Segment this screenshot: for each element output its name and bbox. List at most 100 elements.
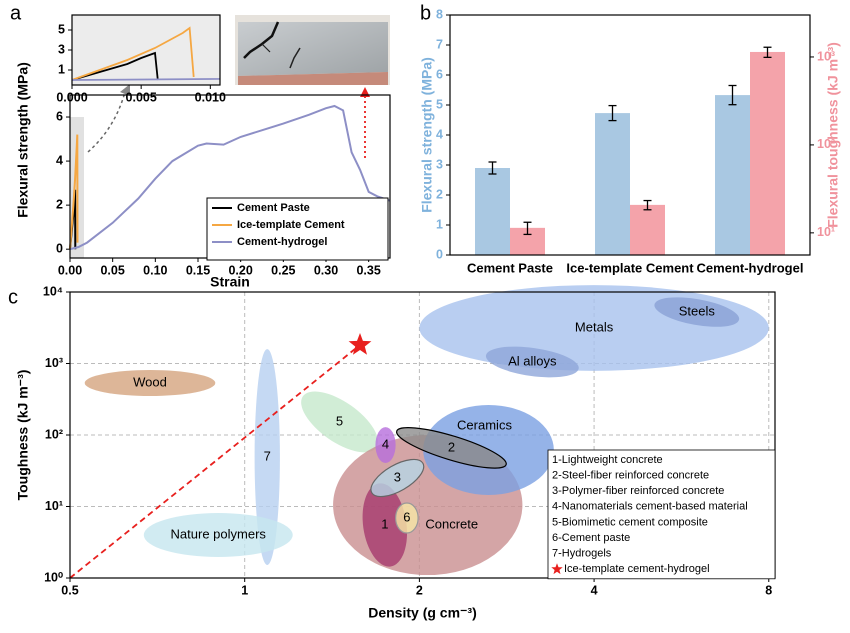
legend-label: 1-Lightweight concrete bbox=[552, 454, 663, 466]
y-axis-label: Flexural toughness (kJ m⁻³) bbox=[825, 42, 841, 228]
axes-frame bbox=[69, 291, 776, 579]
inset-line-series bbox=[72, 51, 159, 81]
x-tick-label: 0.35 bbox=[356, 263, 380, 277]
region-label: Al alloys bbox=[508, 353, 557, 368]
region bbox=[654, 297, 740, 327]
region bbox=[370, 458, 425, 498]
bar bbox=[630, 204, 665, 255]
panel-label: c bbox=[8, 286, 18, 308]
y-tick-label: 2 bbox=[56, 197, 63, 211]
region bbox=[254, 349, 280, 565]
y-axis-label: Flexural strength (MPa) bbox=[419, 57, 435, 213]
legend-box bbox=[206, 197, 389, 261]
line-series bbox=[69, 104, 391, 251]
region bbox=[143, 513, 293, 557]
bar bbox=[475, 168, 510, 255]
x-axis-label: Strain bbox=[210, 274, 250, 290]
region bbox=[485, 346, 579, 378]
legend-label: 2-Steel-fiber reinforced concrete bbox=[552, 470, 709, 482]
y-axis-label: Toughness (kJ m⁻³) bbox=[15, 370, 31, 501]
y-tick-label: 4 bbox=[436, 127, 443, 141]
x-tick-label: 0.30 bbox=[314, 263, 338, 277]
y-tick-label: 2 bbox=[436, 187, 443, 201]
y-axis-label: Flexural strength (MPa) bbox=[15, 62, 31, 218]
x-tick-label: 0.00 bbox=[58, 263, 82, 277]
y-tick-label: 5 bbox=[436, 97, 443, 111]
panel-label: a bbox=[10, 2, 22, 24]
inset-line-series bbox=[72, 26, 195, 81]
y-tick-label: 6 bbox=[436, 67, 443, 81]
x-tick-label: 8 bbox=[765, 583, 772, 597]
region-label: Concrete bbox=[425, 516, 478, 531]
y-tick-label: 3 bbox=[58, 42, 65, 56]
bar bbox=[750, 51, 785, 255]
legend-box bbox=[547, 449, 776, 580]
y-tick-label: 7 bbox=[436, 37, 443, 51]
region-label: 3 bbox=[394, 469, 401, 484]
x-axis-label: Density (g cm⁻³) bbox=[368, 605, 477, 621]
legend-label: 7-Hydrogels bbox=[552, 548, 612, 560]
x-tick-label: 0.000 bbox=[56, 90, 87, 104]
legend-label: Ice-template cement-hydrogel bbox=[564, 563, 710, 575]
x-tick-label: 0.5 bbox=[61, 583, 78, 597]
x-tick-label: 2 bbox=[416, 583, 423, 597]
bar bbox=[715, 95, 750, 255]
x-tick-label: 0.25 bbox=[271, 263, 295, 277]
y-tick-label: 10² bbox=[817, 137, 835, 151]
y-tick-label: 10³ bbox=[817, 49, 835, 63]
y-tick-label: 10¹ bbox=[817, 225, 835, 239]
region bbox=[395, 502, 419, 534]
region-label: 7 bbox=[264, 448, 271, 463]
y-tick-label: 10² bbox=[45, 427, 63, 441]
sample-photo bbox=[235, 15, 390, 85]
x-tick-label: 0.005 bbox=[126, 90, 157, 104]
y-tick-label: 10¹ bbox=[45, 499, 63, 513]
legend-marker bbox=[551, 563, 563, 575]
y-tick-label: 4 bbox=[56, 153, 63, 167]
region bbox=[396, 427, 507, 469]
y-tick-label: 5 bbox=[58, 22, 65, 36]
x-tick-label: 0.010 bbox=[195, 90, 226, 104]
region-label: Wood bbox=[133, 374, 167, 389]
x-tick-label: 0.10 bbox=[143, 263, 167, 277]
y-tick-label: 10³ bbox=[45, 356, 63, 370]
panel-label: b bbox=[420, 2, 431, 24]
region bbox=[362, 483, 408, 567]
region-label: 6 bbox=[403, 509, 410, 524]
region bbox=[375, 427, 396, 463]
region-label: Ceramics bbox=[457, 417, 512, 432]
legend-label: 3-Polymer-fiber reinforced concrete bbox=[552, 485, 724, 497]
point-marker bbox=[348, 333, 372, 355]
y-tick-label: 10⁴ bbox=[43, 284, 63, 298]
bar bbox=[595, 113, 630, 255]
region-label: 5 bbox=[336, 413, 343, 428]
zoom-arrow bbox=[87, 91, 126, 153]
y-tick-label: 1 bbox=[58, 62, 65, 76]
region-label: 4 bbox=[382, 436, 389, 451]
y-tick-label: 1 bbox=[436, 217, 443, 231]
legend-label: 6-Cement paste bbox=[552, 532, 630, 544]
category-label: Ice-template Cement bbox=[566, 260, 694, 275]
region bbox=[84, 370, 216, 397]
x-tick-label: 0.20 bbox=[228, 263, 252, 277]
line-series bbox=[69, 134, 79, 250]
legend-label: 4-Nanomaterials cement-based material bbox=[552, 501, 748, 513]
legend-label: Ice-template Cement bbox=[237, 219, 345, 231]
legend-label: 5-Biomimetic cement composite bbox=[552, 516, 708, 528]
category-label: Cement-hydrogel bbox=[697, 260, 804, 275]
x-tick-label: 0.15 bbox=[186, 263, 210, 277]
region-label: Steels bbox=[679, 303, 716, 318]
region-label: Metals bbox=[575, 319, 614, 334]
y-tick-label: 0 bbox=[436, 247, 443, 261]
y-tick-label: 6 bbox=[56, 109, 63, 123]
region-label: 1 bbox=[381, 516, 388, 531]
region-label: 2 bbox=[448, 439, 455, 454]
x-tick-label: 4 bbox=[591, 583, 598, 597]
legend-label: Cement-hydrogel bbox=[237, 236, 327, 248]
zoom-arrowhead bbox=[120, 84, 130, 96]
y-tick-label: 0 bbox=[56, 241, 63, 255]
x-tick-label: 0.05 bbox=[100, 263, 124, 277]
y-tick-label: 10⁰ bbox=[44, 570, 64, 584]
y-tick-label: 8 bbox=[436, 7, 443, 21]
